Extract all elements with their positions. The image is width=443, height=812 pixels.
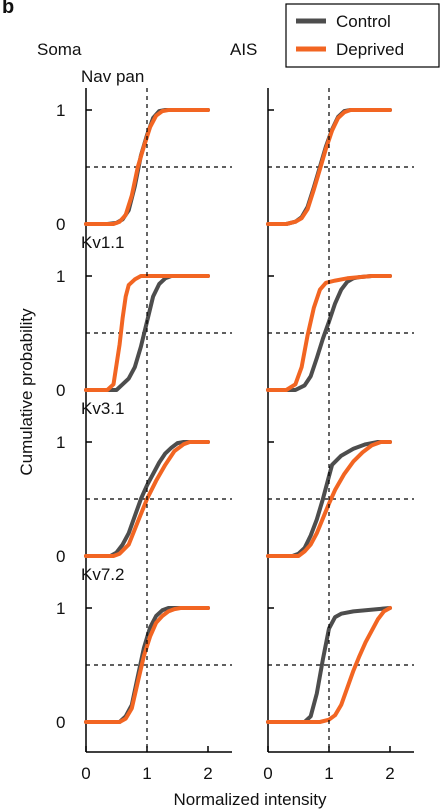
subplot-title-soma-2: Kv1.1 [81, 233, 124, 252]
y-tick-label-0-soma-2: 0 [56, 381, 65, 400]
y-tick-label-0-soma-4: 0 [56, 713, 65, 732]
subplot-title-soma-4: Kv7.2 [81, 565, 124, 584]
y-tick-label-1-soma-3: 1 [56, 433, 65, 452]
subplot-grid: 1 0 Nav pan 1 0 Kv1.1 1 0 Kv3.1 1 0 Kv7.2 0 1 2 0 1 2 [56, 67, 414, 783]
series-line-deprived-soma-4 [84, 606, 210, 724]
y-tick-label-1-soma-2: 1 [56, 267, 65, 286]
legend-label-control: Control [336, 12, 391, 31]
y-tick-label-1-soma-1: 1 [56, 101, 65, 120]
x-tick-label-2-soma-4: 2 [203, 764, 212, 783]
column-label-ais: AIS [230, 40, 257, 59]
series-line-deprived-ais-3 [266, 440, 392, 558]
legend-box [285, 3, 440, 68]
x-tick-label-1-ais-4: 1 [324, 764, 333, 783]
series-line-deprived-soma-2 [84, 274, 210, 392]
x-tick-label-0-ais-4: 0 [263, 764, 272, 783]
x-tick-label-1-soma-4: 1 [142, 764, 151, 783]
subplot-title-soma-1: Nav pan [81, 67, 144, 86]
x-axis-label: Normalized intensity [173, 790, 327, 809]
series-line-control-soma-3 [84, 440, 210, 558]
panel-letter: b [2, 0, 14, 18]
legend-label-deprived: Deprived [336, 40, 404, 59]
subplot-title-soma-3: Kv3.1 [81, 399, 124, 418]
series-line-deprived-ais-1 [266, 108, 392, 226]
y-tick-label-0-soma-1: 0 [56, 215, 65, 234]
y-axis-label: Cumulative probability [17, 308, 36, 476]
series-line-deprived-soma-3 [84, 440, 210, 558]
legend: Control Deprived [285, 3, 440, 68]
series-line-deprived-ais-4 [266, 606, 392, 724]
y-tick-label-0-soma-3: 0 [56, 547, 65, 566]
x-tick-label-2-ais-4: 2 [385, 764, 394, 783]
column-label-soma: Soma [37, 40, 82, 59]
y-tick-label-1-soma-4: 1 [56, 599, 65, 618]
series-line-deprived-soma-1 [84, 108, 210, 226]
series-line-deprived-ais-2 [266, 274, 392, 392]
x-tick-label-0-soma-4: 0 [81, 764, 90, 783]
series-line-control-ais-4 [266, 606, 392, 724]
